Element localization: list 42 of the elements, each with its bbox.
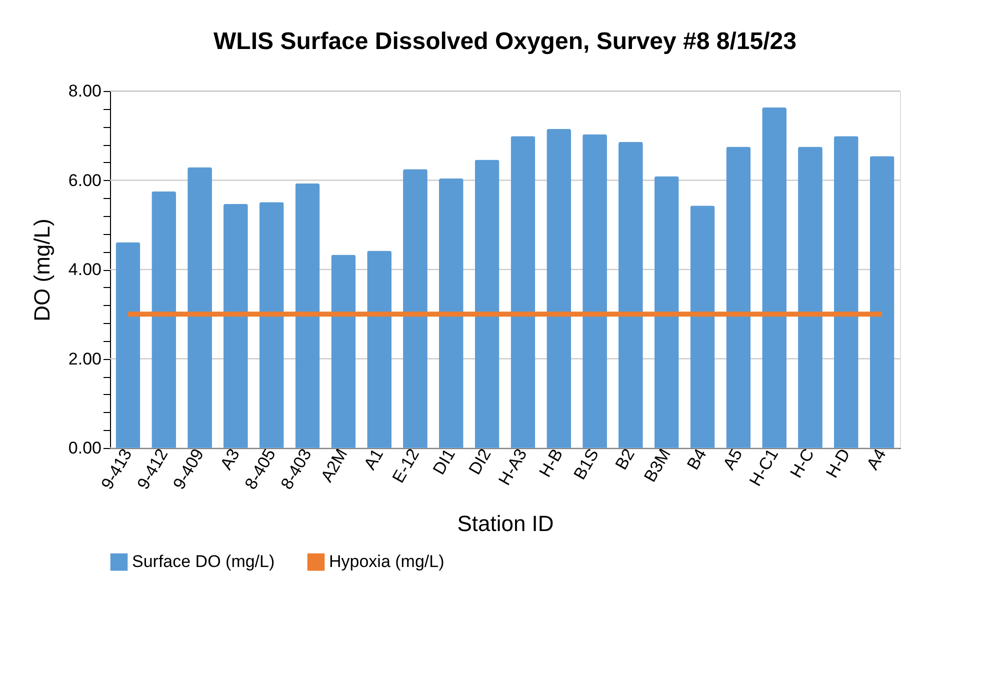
x-tick-label: DI1 (429, 446, 459, 478)
bar (403, 169, 428, 448)
bar (152, 191, 176, 448)
x-tick-label: DI2 (465, 446, 495, 478)
bar (546, 128, 572, 448)
chart-title: WLIS Surface Dissolved Oxygen, Survey #8 8/15/23 (214, 28, 796, 55)
x-tick-label: A3 (216, 446, 244, 474)
bar (367, 250, 392, 448)
x-tick-label: B2 (612, 446, 638, 474)
bar (618, 142, 643, 448)
bar (438, 178, 464, 448)
bar (331, 254, 356, 448)
x-tick-label: A4 (862, 446, 890, 474)
x-tick-label: H-D (822, 446, 854, 482)
bar (834, 136, 858, 448)
bar (654, 176, 679, 448)
bar (690, 206, 715, 448)
x-tick-label: A5 (719, 446, 746, 474)
bar (259, 202, 284, 448)
legend-label: Hypoxia (mg/L) (329, 552, 444, 572)
bar (870, 156, 894, 448)
y-tick-label: 4.00 (68, 260, 102, 279)
legend-label: Surface DO (mg/L) (132, 552, 275, 572)
bar (726, 146, 751, 448)
y-axis-title: DO (mg/L) (29, 218, 54, 322)
bar (582, 134, 607, 448)
x-tick-label: A1 (360, 446, 388, 474)
bar (510, 136, 536, 448)
x-axis-title: Station ID (457, 511, 554, 536)
x-tick-label: H-B (536, 446, 567, 480)
y-tick-label: 0.00 (68, 438, 102, 458)
bar (223, 204, 248, 448)
y-tick-label: 8.00 (68, 82, 102, 100)
x-tick-label: B4 (683, 446, 710, 474)
bar (295, 183, 320, 448)
bar (762, 108, 787, 448)
y-tick-label: 6.00 (68, 170, 102, 190)
bar (474, 160, 500, 448)
bar (116, 242, 140, 448)
bar (188, 167, 212, 448)
bar (798, 146, 822, 448)
y-tick-label: 2.00 (68, 349, 102, 368)
